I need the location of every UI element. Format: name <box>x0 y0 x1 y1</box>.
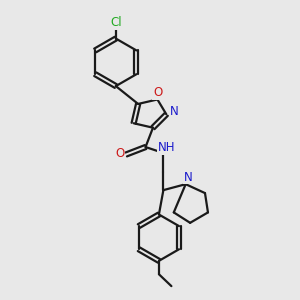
Text: Cl: Cl <box>110 16 122 29</box>
Text: O: O <box>115 147 124 161</box>
Text: O: O <box>153 86 163 99</box>
Text: N: N <box>184 170 192 184</box>
Text: NH: NH <box>158 141 176 154</box>
Text: N: N <box>170 106 179 118</box>
